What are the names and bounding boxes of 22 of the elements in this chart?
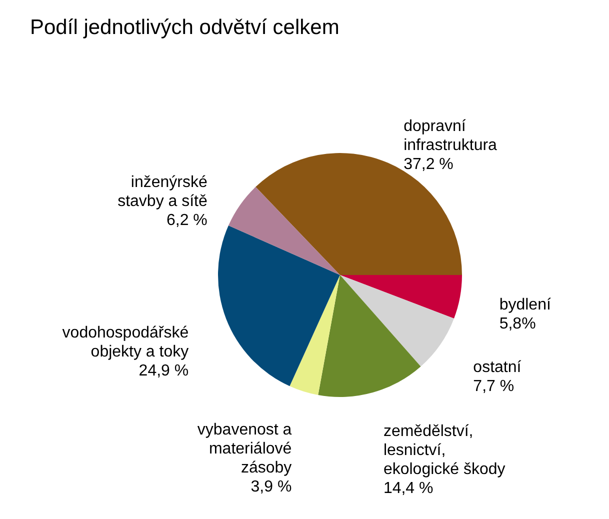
slice-label: vybavenost a materiálové zásoby bbox=[197, 422, 292, 477]
pie-slice bbox=[290, 275, 340, 396]
data-label: 5,8% bbox=[499, 315, 536, 332]
pie-slice bbox=[228, 186, 340, 275]
chart-title: Podíl jednotlivých odvětví celkem bbox=[30, 16, 340, 39]
slice-label: vodohospodářské objekty a toky bbox=[62, 324, 189, 361]
data-label: 24,9 % bbox=[138, 362, 189, 380]
pie-slice bbox=[340, 275, 462, 318]
slice-label: inženýrské stavby a sítě bbox=[118, 174, 208, 210]
pie-slice bbox=[340, 275, 454, 366]
data-label: 7,7 % bbox=[473, 378, 514, 396]
slice-label: dopravní infrastruktura bbox=[404, 118, 498, 154]
slice-label: ostatní bbox=[473, 359, 522, 376]
data-label: 6,2 % bbox=[166, 212, 208, 229]
pie-slice bbox=[256, 153, 462, 275]
data-label: 3,9 % bbox=[250, 478, 292, 496]
data-label: 37,2 % bbox=[404, 156, 454, 173]
data-label: 14,4 % bbox=[383, 480, 434, 498]
pie-slice bbox=[318, 275, 421, 397]
pie-slice bbox=[218, 226, 340, 386]
slice-label: zemědělství, lesnictví, ekologické škody bbox=[383, 423, 506, 478]
slice-label: bydlení bbox=[499, 296, 552, 314]
